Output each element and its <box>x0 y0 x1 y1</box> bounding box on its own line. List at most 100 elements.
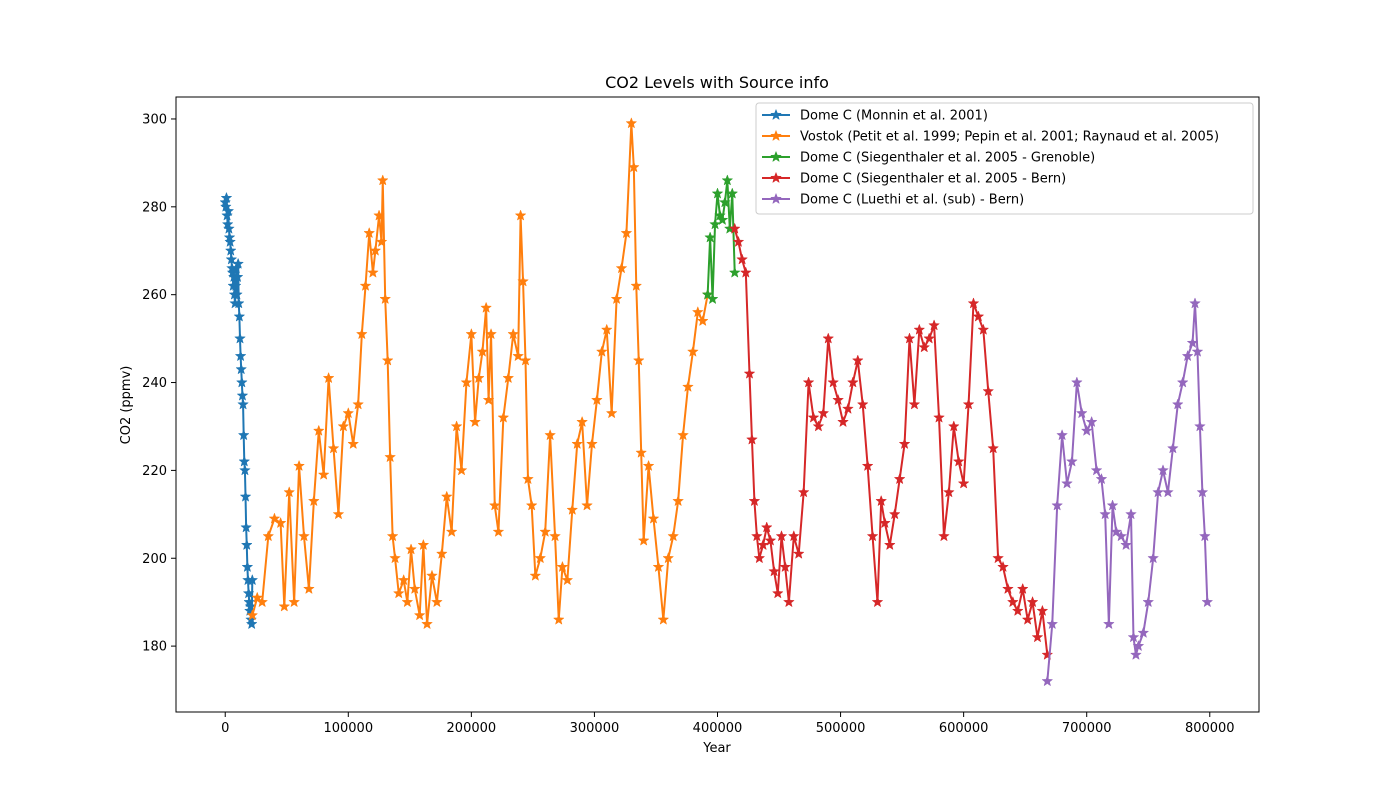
series-layer <box>219 117 1214 687</box>
data-point-marker <box>807 411 820 423</box>
data-point-marker <box>632 354 645 366</box>
data-point-marker <box>827 376 840 388</box>
data-point-marker <box>1102 617 1115 630</box>
data-point-marker <box>502 371 515 384</box>
legend-marker <box>770 129 782 142</box>
data-point-marker <box>283 486 296 498</box>
data-point-marker <box>642 459 655 472</box>
data-point-marker <box>337 420 350 432</box>
data-point-marker <box>1157 464 1169 476</box>
data-point-marker <box>408 582 421 595</box>
x-tick-label: 800000 <box>1185 721 1235 736</box>
data-point-marker <box>231 270 244 283</box>
data-point-marker <box>298 530 310 542</box>
data-point-marker <box>225 253 238 265</box>
data-point-marker <box>389 552 401 564</box>
data-point-marker <box>739 266 752 278</box>
legend-label: Dome C (Monnin et al. 2001) <box>800 109 988 124</box>
data-point-marker <box>1194 420 1206 432</box>
data-point-marker <box>465 327 478 340</box>
y-tick-label: 280 <box>142 200 167 215</box>
data-point-marker <box>797 486 810 498</box>
data-point-marker <box>775 530 788 542</box>
data-point-marker <box>1201 595 1214 608</box>
data-point-marker <box>736 253 749 265</box>
data-point-marker <box>938 530 950 542</box>
data-point-marker <box>1070 376 1083 388</box>
x-tick-label: 300000 <box>570 721 620 736</box>
data-point-marker <box>317 468 330 480</box>
data-point-marker <box>246 573 259 586</box>
data-point-marker <box>238 455 251 467</box>
data-point-marker <box>376 174 389 186</box>
data-point-marker <box>728 222 741 234</box>
data-point-marker <box>237 429 250 441</box>
data-point-marker <box>1142 595 1155 608</box>
data-point-marker <box>234 349 247 362</box>
data-point-marker <box>401 595 414 608</box>
data-point-marker <box>1036 604 1049 616</box>
data-point-marker <box>590 393 603 406</box>
data-point-marker <box>677 429 689 441</box>
data-point-marker <box>512 349 525 362</box>
data-point-marker <box>760 521 773 533</box>
data-point-marker <box>652 560 665 573</box>
data-point-marker <box>903 332 916 344</box>
data-point-marker <box>1046 617 1059 630</box>
data-point-marker <box>359 279 372 291</box>
data-point-marker <box>726 187 739 199</box>
data-point-marker <box>696 314 709 327</box>
y-tick-label: 260 <box>142 288 167 303</box>
data-point-marker <box>278 600 291 612</box>
data-point-marker <box>898 437 911 450</box>
y-axis: 180 200 220 240 260 280 300 <box>142 112 176 655</box>
data-point-marker <box>630 279 643 291</box>
data-point-marker <box>224 235 237 247</box>
data-point-marker <box>379 292 392 305</box>
data-point-marker <box>1152 486 1164 498</box>
data-point-marker <box>519 354 532 366</box>
data-point-marker <box>1127 631 1140 643</box>
x-tick-label: 400000 <box>693 721 743 736</box>
data-point-marker <box>627 161 640 173</box>
data-point-marker <box>246 609 259 621</box>
x-tick-label: 600000 <box>939 721 989 736</box>
data-point-marker <box>384 450 397 463</box>
chart-title: CO2 Levels with Source info <box>605 73 829 92</box>
series-0 <box>219 191 259 630</box>
data-point-marker <box>893 472 906 485</box>
data-point-marker <box>539 525 552 537</box>
data-point-marker <box>610 292 623 305</box>
data-point-marker <box>605 407 618 419</box>
data-point-marker <box>875 494 888 507</box>
data-point-marker <box>355 327 368 340</box>
data-point-marker <box>1186 336 1199 349</box>
data-point-marker <box>709 218 721 230</box>
data-point-marker <box>1181 349 1194 362</box>
data-point-marker <box>977 323 990 335</box>
y-tick-label: 240 <box>142 376 167 391</box>
data-point-marker <box>743 367 756 379</box>
data-point-marker <box>1120 538 1132 551</box>
data-point-marker <box>556 560 569 573</box>
data-point-marker <box>413 609 426 621</box>
data-point-marker <box>957 477 970 489</box>
data-point-marker <box>768 565 781 577</box>
data-point-marker <box>714 209 726 221</box>
data-point-marker <box>240 538 253 551</box>
data-point-marker <box>1051 499 1064 511</box>
data-point-marker <box>367 266 379 278</box>
data-point-marker <box>375 235 388 247</box>
data-point-marker <box>1026 595 1039 608</box>
data-point-marker <box>1137 626 1150 638</box>
data-point-marker <box>701 288 714 300</box>
legend-entry: Dome C (Luethi et al. (sub) - Bern) <box>762 193 1024 208</box>
legend-label: Dome C (Siegenthaler et al. 2005 - Greno… <box>800 151 1095 166</box>
data-point-marker <box>861 459 874 472</box>
data-point-marker <box>992 552 1005 564</box>
data-point-marker <box>482 393 495 406</box>
data-point-marker <box>421 617 433 630</box>
data-point-marker <box>933 411 945 423</box>
data-point-marker <box>647 512 660 524</box>
